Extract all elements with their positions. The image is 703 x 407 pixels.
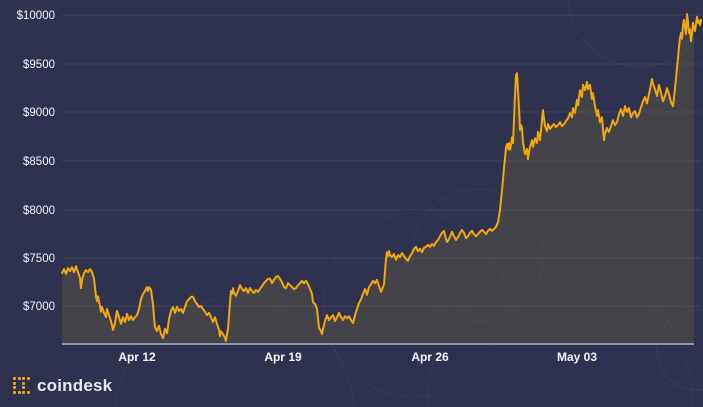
logo-dot: [13, 381, 17, 385]
y-axis-label: $7000: [23, 301, 55, 313]
decorative-circle: [656, 309, 703, 391]
decorative-circle: [115, 297, 355, 407]
logo-dot: [13, 377, 17, 381]
decorative-circle: [411, 188, 545, 322]
logo-dot: [26, 390, 30, 394]
logo-dot: [22, 386, 26, 390]
y-axis-labels: $10000 $9500 $9000 $8500 $8000 $7500 $7000: [17, 10, 55, 313]
logo-dot: [17, 377, 21, 381]
logo-gap: [18, 386, 21, 389]
x-axis-label: May 03: [557, 350, 597, 364]
decorative-circle: [427, 265, 693, 407]
gridlines: [62, 14, 701, 307]
y-axis-label: $8000: [23, 205, 55, 217]
y-axis-label: $7500: [23, 253, 55, 265]
logo-dot: [22, 390, 26, 394]
x-axis-label: Apr 19: [264, 350, 302, 364]
price-line: [61, 13, 702, 342]
logo-dot: [13, 390, 17, 394]
y-axis-label: $10000: [17, 10, 55, 22]
y-axis-label: $8500: [23, 156, 55, 168]
logo-gap: [18, 382, 21, 385]
x-axis-label: Apr 26: [411, 350, 449, 364]
logo-dot: [22, 381, 26, 385]
logo-gap: [27, 382, 30, 385]
decorative-circle: [322, 212, 508, 398]
area-fill: [62, 14, 694, 344]
logo-dot: [26, 377, 30, 381]
decorative-circle: [567, 0, 703, 68]
logo-dot: [22, 377, 26, 381]
logo-gap: [27, 386, 30, 389]
y-axis-label: $9500: [23, 59, 55, 71]
x-axis-label: Apr 12: [118, 350, 156, 364]
logo-dot: [17, 390, 21, 394]
decorative-circles: [115, 0, 703, 407]
x-axis-labels: Apr 12 Apr 19 Apr 26 May 03: [118, 350, 597, 364]
y-axis-label: $9000: [23, 107, 55, 119]
logo-dot: [13, 386, 17, 390]
coindesk-logo-icon: [13, 377, 30, 394]
coindesk-logo: coindesk: [13, 377, 112, 394]
coindesk-logo-text: coindesk: [37, 376, 113, 395]
